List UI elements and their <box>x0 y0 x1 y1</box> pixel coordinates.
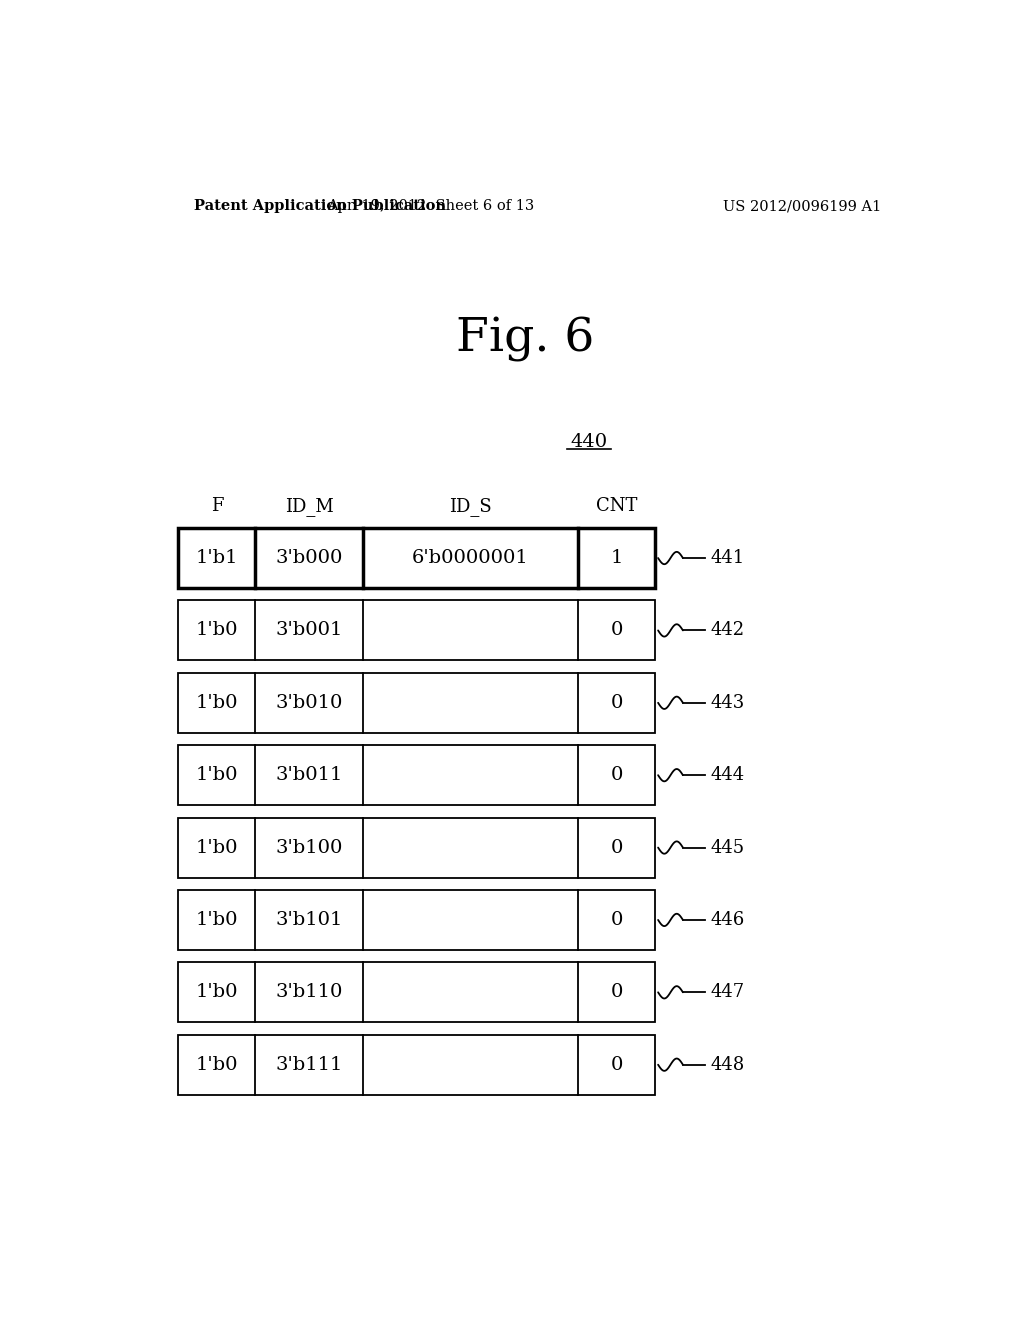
Text: 0: 0 <box>610 911 623 929</box>
Text: 1'b0: 1'b0 <box>196 838 238 857</box>
Text: 3'b101: 3'b101 <box>275 911 343 929</box>
Bar <box>178 601 655 660</box>
Bar <box>178 817 655 878</box>
Bar <box>178 1035 655 1094</box>
Text: 443: 443 <box>711 694 745 711</box>
Text: F: F <box>211 498 223 515</box>
Text: 1'b1: 1'b1 <box>196 549 238 568</box>
Text: 3'b010: 3'b010 <box>275 694 343 711</box>
Text: 442: 442 <box>711 622 744 639</box>
Text: 440: 440 <box>570 433 607 450</box>
Bar <box>178 890 655 950</box>
Text: 448: 448 <box>711 1056 745 1073</box>
Text: 0: 0 <box>610 1056 623 1073</box>
Text: 3'b110: 3'b110 <box>275 983 343 1002</box>
Text: 0: 0 <box>610 694 623 711</box>
Text: 1'b0: 1'b0 <box>196 622 238 639</box>
Text: ID_M: ID_M <box>285 496 334 516</box>
Text: Fig. 6: Fig. 6 <box>456 317 594 362</box>
Text: 6'b0000001: 6'b0000001 <box>412 549 528 568</box>
Text: 3'b001: 3'b001 <box>275 622 343 639</box>
Text: 3'b000: 3'b000 <box>275 549 343 568</box>
Text: Patent Application Publication: Patent Application Publication <box>194 199 445 213</box>
Text: Apr. 19, 2012  Sheet 6 of 13: Apr. 19, 2012 Sheet 6 of 13 <box>327 199 534 213</box>
Text: 1'b0: 1'b0 <box>196 766 238 784</box>
Text: 3'b011: 3'b011 <box>275 766 343 784</box>
Text: 1'b0: 1'b0 <box>196 694 238 711</box>
Text: 3'b111: 3'b111 <box>275 1056 343 1073</box>
Text: 1'b0: 1'b0 <box>196 1056 238 1073</box>
Text: 441: 441 <box>711 549 745 568</box>
Text: 0: 0 <box>610 622 623 639</box>
Text: CNT: CNT <box>596 498 637 515</box>
Text: ID_S: ID_S <box>450 496 492 516</box>
Bar <box>178 744 655 805</box>
Text: 447: 447 <box>711 983 744 1002</box>
Bar <box>178 962 655 1022</box>
Text: US 2012/0096199 A1: US 2012/0096199 A1 <box>723 199 882 213</box>
Text: 0: 0 <box>610 766 623 784</box>
Text: 444: 444 <box>711 766 744 784</box>
Text: 446: 446 <box>711 911 745 929</box>
Text: 0: 0 <box>610 983 623 1002</box>
Text: 1'b0: 1'b0 <box>196 911 238 929</box>
Text: 1: 1 <box>610 549 623 568</box>
Text: 445: 445 <box>711 838 744 857</box>
Bar <box>178 528 655 589</box>
Text: 0: 0 <box>610 838 623 857</box>
Bar <box>178 673 655 733</box>
Text: 3'b100: 3'b100 <box>275 838 343 857</box>
Text: 1'b0: 1'b0 <box>196 983 238 1002</box>
